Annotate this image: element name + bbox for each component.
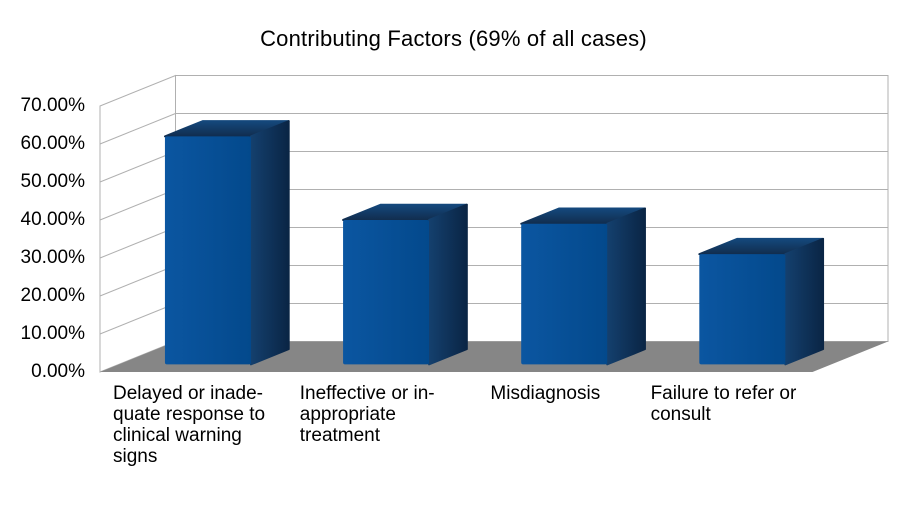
y-axis-label: 20.00% bbox=[20, 285, 85, 306]
bar-ineffective-treatment bbox=[342, 203, 468, 366]
chart-title: Contributing Factors (69% of all cases) bbox=[260, 26, 647, 51]
category-label: Failure to refer or consult bbox=[650, 383, 797, 425]
category-label: Misdiagnosis bbox=[490, 383, 601, 404]
y-axis-label: 70.00% bbox=[20, 95, 85, 116]
y-axis-label: 10.00% bbox=[20, 323, 85, 344]
category-label: Ineffective or in- appropriate treatment bbox=[299, 383, 435, 446]
y-axis-label: 50.00% bbox=[20, 171, 85, 192]
y-axis-label: 0.00% bbox=[31, 361, 85, 382]
chart-floor bbox=[100, 341, 888, 372]
bar-delayed-response bbox=[163, 120, 290, 366]
y-axis-label: 60.00% bbox=[20, 133, 85, 154]
chart-left-wall bbox=[99, 74, 176, 373]
bar-misdiagnosis bbox=[520, 207, 646, 366]
category-label: Delayed or inade- quate response to clin… bbox=[113, 383, 266, 467]
bar-failure-to-refer bbox=[698, 237, 825, 366]
y-axis-label: 30.00% bbox=[20, 247, 85, 268]
y-axis-label: 40.00% bbox=[20, 209, 85, 230]
